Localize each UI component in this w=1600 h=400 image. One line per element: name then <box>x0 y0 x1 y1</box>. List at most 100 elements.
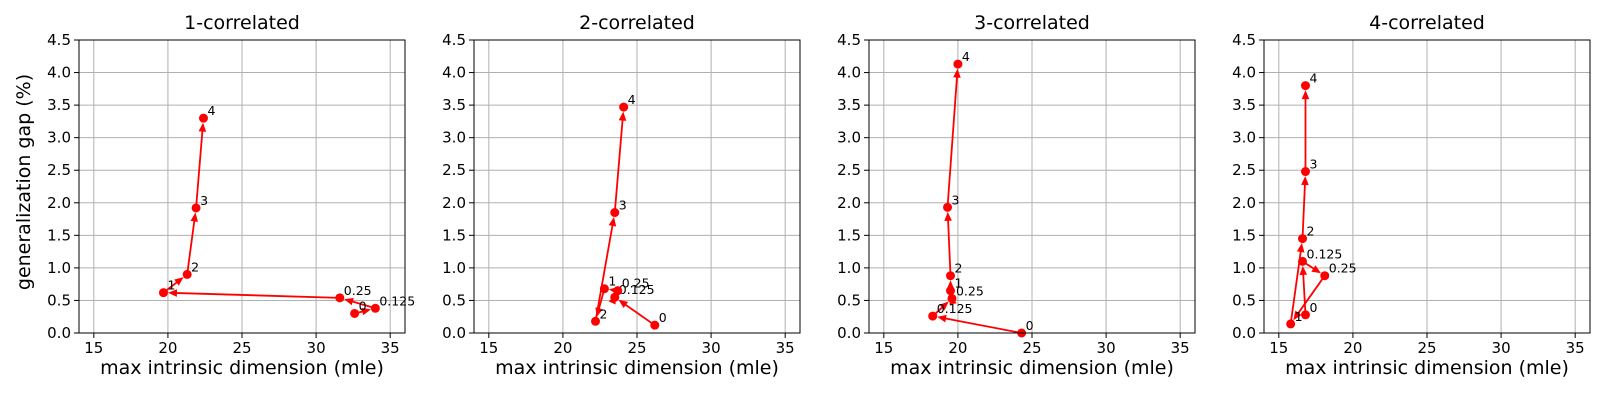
chart-title: 1-correlated <box>184 12 300 34</box>
data-point <box>650 320 660 330</box>
series-segment <box>195 128 204 209</box>
arrow-head <box>939 301 949 311</box>
point-label: 1 <box>1295 309 1303 324</box>
point-label: 0.25 <box>344 283 372 298</box>
point-label: 0.25 <box>622 276 650 291</box>
y-tick-label: 0.0 <box>837 324 861 342</box>
y-tick-label: 0.5 <box>1232 291 1256 309</box>
data-point <box>198 113 208 123</box>
series-segment <box>1302 271 1307 315</box>
x-tick-label: 35 <box>381 339 400 357</box>
point-label: 0.25 <box>1329 261 1357 276</box>
chart-title: 4-correlated <box>1369 12 1485 34</box>
data-point <box>1286 319 1296 329</box>
y-tick-label: 1.0 <box>47 259 71 277</box>
x-tick-label: 35 <box>1171 339 1190 357</box>
y-tick-label: 3.5 <box>47 96 71 114</box>
y-tick-label: 4.5 <box>837 31 861 49</box>
x-tick-label: 15 <box>1269 339 1288 357</box>
y-axis-label: generalization gap (%) <box>13 74 35 290</box>
data-point <box>191 203 201 213</box>
data-point <box>619 102 629 112</box>
x-axis-label: max intrinsic dimension (mle) <box>1285 357 1569 379</box>
y-tick-label: 0.5 <box>837 291 861 309</box>
arrow-head <box>198 122 207 132</box>
x-tick-label: 30 <box>1097 339 1116 357</box>
arrow-head <box>953 68 961 78</box>
y-tick-label: 4.0 <box>1232 64 1256 82</box>
x-axis-label: max intrinsic dimension (mle) <box>100 357 384 379</box>
point-label: 3 <box>619 198 627 213</box>
arrow-head <box>1301 90 1310 100</box>
data-point <box>1298 234 1308 244</box>
data-point <box>158 288 168 298</box>
y-tick-label: 4.0 <box>47 64 71 82</box>
point-label: 0 <box>1309 300 1317 315</box>
data-point <box>947 293 957 303</box>
y-tick-label: 1.0 <box>442 259 466 277</box>
point-label: 4 <box>1309 71 1317 86</box>
plot-frame <box>868 39 1196 334</box>
y-tick-label: 3.0 <box>1232 129 1256 147</box>
y-tick-label: 0.0 <box>47 324 71 342</box>
x-axis-label: max intrinsic dimension (mle) <box>495 357 779 379</box>
x-tick-label: 25 <box>232 339 251 357</box>
arrow-head <box>1299 265 1308 276</box>
x-tick-label: 25 <box>1022 339 1041 357</box>
x-tick-label: 20 <box>553 339 572 357</box>
x-tick-label: 20 <box>1343 339 1362 357</box>
x-tick-label: 35 <box>776 339 795 357</box>
chart-title: 3-correlated <box>974 12 1090 34</box>
plot-frame <box>78 39 406 334</box>
series-segment <box>594 222 614 322</box>
y-tick-label: 2.0 <box>1232 194 1256 212</box>
data-point <box>370 303 380 313</box>
data-point <box>182 269 192 279</box>
series-segment <box>173 292 340 299</box>
y-tick-label: 0.0 <box>1232 324 1256 342</box>
arrow-head <box>1293 310 1302 321</box>
arrow-head <box>937 314 947 323</box>
chart-title: 2-correlated <box>579 12 695 34</box>
point-label: 2 <box>600 306 608 321</box>
point-label: 0.25 <box>956 283 984 298</box>
x-axis-label: max intrinsic dimension (mle) <box>890 357 1174 379</box>
data-point <box>335 293 345 303</box>
y-tick-label: 2.0 <box>47 194 71 212</box>
x-tick-label: 30 <box>702 339 721 357</box>
arrow-head <box>608 216 617 227</box>
y-tick-label: 4.5 <box>1232 31 1256 49</box>
point-label: 2 <box>191 259 199 274</box>
series-segment <box>622 302 656 326</box>
point-label: 2 <box>955 261 963 276</box>
data-point <box>613 286 623 296</box>
arrow-head <box>190 212 199 222</box>
x-tick-label: 25 <box>627 339 646 357</box>
y-tick-label: 3.0 <box>47 129 71 147</box>
y-tick-label: 2.0 <box>442 194 466 212</box>
point-label: 4 <box>628 92 636 107</box>
point-label: 4 <box>962 49 970 64</box>
y-tick-label: 3.0 <box>442 129 466 147</box>
point-label: 1 <box>167 278 175 293</box>
data-point <box>1300 310 1310 320</box>
arrow-head <box>944 211 952 221</box>
y-tick-label: 0.0 <box>442 324 466 342</box>
point-label: 0 <box>359 298 367 313</box>
point-label: 2 <box>1307 224 1315 239</box>
x-tick-label: 30 <box>1492 339 1511 357</box>
series-segment <box>1301 181 1306 239</box>
series-segment <box>942 317 1022 334</box>
data-point <box>599 284 609 294</box>
y-tick-label: 3.5 <box>1232 96 1256 114</box>
plot-frame <box>473 39 801 334</box>
series-segment <box>947 217 952 276</box>
y-tick-label: 0.5 <box>47 291 71 309</box>
y-tick-label: 2.5 <box>1232 161 1256 179</box>
x-tick-label: 25 <box>1417 339 1436 357</box>
y-tick-label: 2.5 <box>837 161 861 179</box>
point-label: 0.125 <box>1307 246 1343 261</box>
arrow-head <box>618 299 629 309</box>
x-tick-label: 15 <box>874 339 893 357</box>
y-tick-label: 1.5 <box>837 226 861 244</box>
